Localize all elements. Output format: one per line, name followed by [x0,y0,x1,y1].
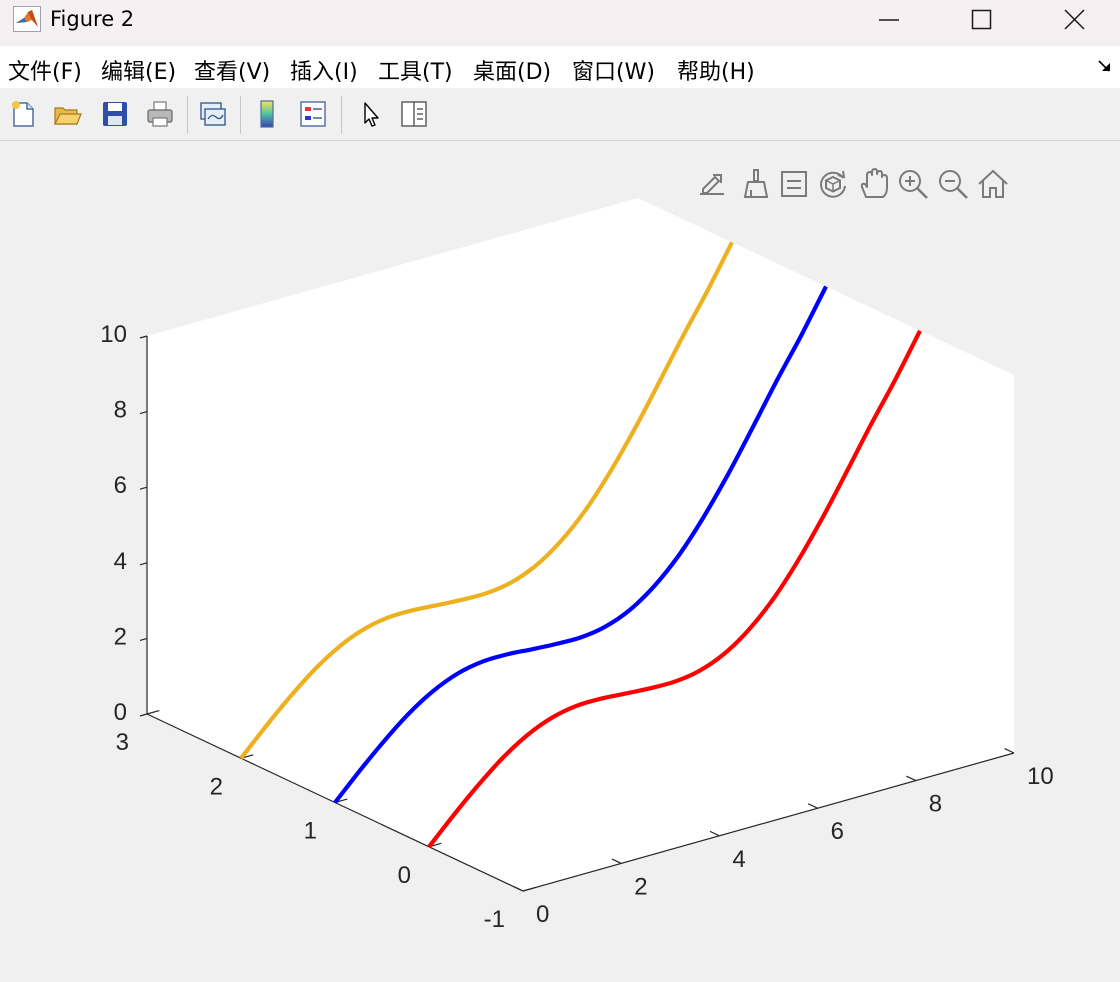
data-tips-icon [781,171,807,197]
z-tick [139,713,148,717]
close-button[interactable] [1028,0,1120,40]
x-tick [611,858,622,864]
link-plot-icon [200,102,226,126]
tick-labels: 0 2 4 6 8 10 -1 0 1 2 3 0 2 4 6 8 10 [100,321,1053,933]
z-tick-label: 0 [114,699,127,726]
save-disk-icon [103,102,127,126]
x-tick [513,886,524,892]
zoom-out-button[interactable] [935,166,971,202]
plot-lines [239,241,922,849]
y-tick [522,886,536,892]
close-icon [1064,9,1085,30]
x-tick-label: 0 [536,901,549,928]
x-tick-label: 4 [732,846,745,873]
y-tick-label: 1 [304,818,317,845]
menu-edit[interactable]: 编辑(E) [101,60,177,85]
axes-box-background [147,198,1014,891]
brush-icon [743,169,769,198]
property-inspector-icon [401,101,427,127]
title-bar: Figure 2 [0,0,1120,40]
new-figure-button[interactable] [6,96,40,132]
y-tick-label: -1 [484,906,505,933]
z-tick-label: 6 [114,472,127,499]
minimize-button[interactable] [843,0,935,40]
x-axis-line [522,752,1015,892]
pan-hand-icon [860,168,888,198]
insert-colorbar-button[interactable] [250,96,284,132]
z-tick [139,411,148,415]
open-file-button[interactable] [50,96,84,132]
brush-button[interactable] [737,166,773,202]
x-tick [1004,748,1015,754]
z-tick [139,637,148,641]
x-tick-label: 6 [831,818,844,845]
figure-toolbar [0,90,1120,141]
series-line-0 [427,329,922,849]
menu-tools[interactable]: 工具(T) [378,60,453,85]
x-tick [709,830,720,837]
minimize-icon [879,19,899,21]
z-tick-label: 4 [114,548,127,575]
axes-background [147,198,1014,891]
y-tick-label: 2 [210,773,223,800]
menu-insert[interactable]: 插入(I) [290,60,358,85]
printer-icon [147,101,173,127]
toolbar-separator [240,96,241,134]
export-icon [700,174,724,195]
z-tick [139,562,148,566]
print-figure-button[interactable] [143,96,177,132]
menu-desktop[interactable]: 桌面(D) [473,60,552,85]
folder-open-icon [54,107,82,125]
menu-bar [0,46,1120,88]
y-tick [146,709,160,715]
menu-help[interactable]: 帮助(H) [677,60,755,85]
toolbar-separator [341,96,342,134]
new-file-icon [12,101,34,127]
colorbar-icon [260,100,274,128]
plot-area[interactable]: 0 2 4 6 8 10 -1 0 1 2 3 0 2 4 6 8 10 [0,141,1120,982]
x-tick [906,775,917,782]
menu-window[interactable]: 窗口(W) [572,60,655,85]
link-plot-button[interactable] [195,96,229,132]
x-tick-label: 10 [1027,763,1054,790]
maximize-icon [971,9,992,30]
x-tick-label: 2 [634,873,647,900]
menu-file[interactable]: 文件(F) [8,60,82,85]
y-tick-label: 3 [116,729,129,756]
pan-button[interactable] [855,166,891,202]
property-inspector-button[interactable] [397,96,431,132]
zoom-out-icon [939,170,968,199]
dock-arrow-icon[interactable] [1097,58,1113,74]
toolbar-separator [187,96,188,134]
x-tick [807,803,818,809]
home-icon [978,169,1008,198]
menu-view[interactable]: 查看(V) [194,60,271,85]
z-tick-label: 10 [100,321,127,348]
zoom-in-button[interactable] [895,166,931,202]
edit-plot-button[interactable] [354,96,388,132]
pointer-arrow-icon [364,102,379,127]
z-tick [139,486,148,490]
insert-legend-button[interactable] [296,96,330,132]
data-tips-button[interactable] [776,166,812,202]
x-tick-label: 8 [929,791,942,818]
z-tick-label: 2 [114,623,127,650]
window-title: Figure 2 [50,7,135,31]
matlab-logo-icon [13,6,41,32]
rotate-3d-icon [820,170,846,198]
zoom-in-icon [899,170,928,199]
series-line-1 [333,285,828,804]
rotate-3d-button[interactable] [815,166,851,202]
y-tick-label: 0 [398,862,411,889]
z-tick [139,335,148,339]
z-tick-label: 8 [114,397,127,424]
legend-icon [300,101,326,127]
maximize-button[interactable] [936,0,1028,40]
export-button[interactable] [694,166,730,202]
restore-view-button[interactable] [975,166,1011,202]
save-figure-button[interactable] [98,96,132,132]
series-line-2 [239,241,734,760]
